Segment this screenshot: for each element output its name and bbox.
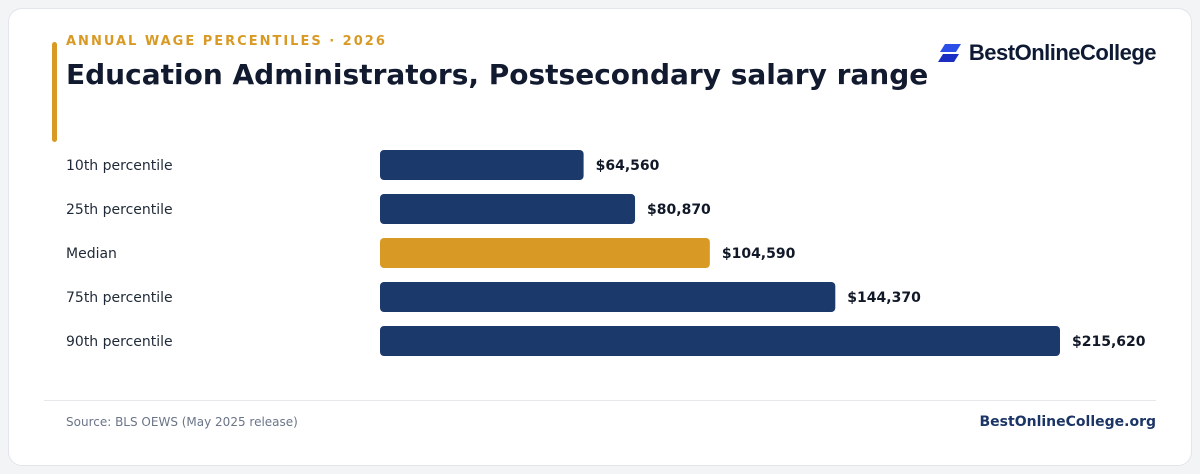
category-label: 25th percentile bbox=[66, 202, 173, 218]
value-label: $144,370 bbox=[847, 290, 921, 306]
category-label: 10th percentile bbox=[66, 158, 173, 174]
footer-divider bbox=[44, 400, 1156, 401]
bar bbox=[380, 238, 710, 268]
value-label: $80,870 bbox=[647, 202, 711, 218]
accent-bar bbox=[52, 42, 57, 142]
category-label: 90th percentile bbox=[66, 334, 173, 350]
bar bbox=[380, 194, 636, 224]
chart-card bbox=[8, 8, 1192, 466]
eyebrow-label: ANNUAL WAGE PERCENTILES · 2026 bbox=[66, 34, 387, 49]
category-label: Median bbox=[66, 246, 117, 262]
value-label: $215,620 bbox=[1072, 334, 1146, 350]
bar bbox=[380, 150, 584, 180]
stacked-parallelogram-logo-icon bbox=[937, 44, 961, 62]
source-note: Source: BLS OEWS (May 2025 release) bbox=[66, 415, 298, 429]
value-label: $104,590 bbox=[722, 246, 796, 262]
site-link[interactable]: BestOnlineCollege.org bbox=[979, 414, 1156, 430]
bar bbox=[380, 282, 836, 312]
logo-text: BestOnlineCollege bbox=[968, 40, 1157, 65]
bar bbox=[380, 326, 1060, 356]
value-label: $64,560 bbox=[596, 158, 660, 174]
chart-title: Education Administrators, Postsecondary … bbox=[66, 58, 929, 91]
brand-logo[interactable]: BestOnlineCollege bbox=[937, 40, 1157, 66]
category-label: 75th percentile bbox=[66, 290, 173, 306]
